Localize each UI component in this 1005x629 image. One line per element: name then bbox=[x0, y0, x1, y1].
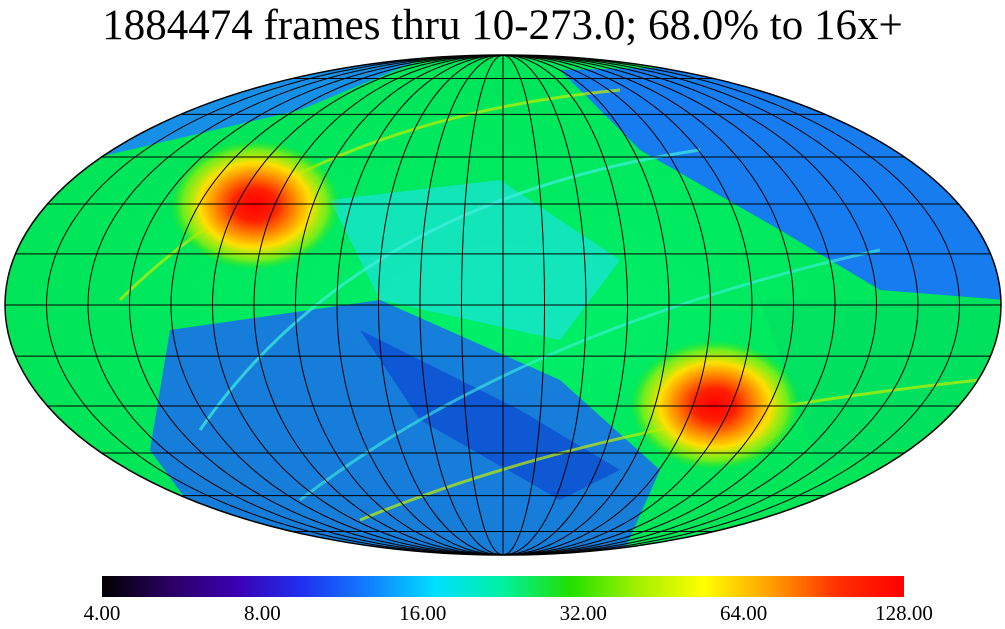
map-outline bbox=[4, 54, 1002, 556]
map-title: 1884474 frames thru 10-273.0; 68.0% to 1… bbox=[102, 2, 903, 49]
high-coverage-pole-north bbox=[170, 140, 340, 270]
colorbar-tick-label: 4.00 bbox=[83, 601, 121, 625]
scan-arc-2 bbox=[198, 148, 701, 431]
map-ellipse bbox=[4, 54, 1002, 556]
lowest-coverage-band bbox=[360, 330, 620, 500]
scan-arc-4 bbox=[299, 248, 881, 502]
colorbar-tick-label: 16.00 bbox=[399, 601, 447, 625]
colorbar-tick-label: 128.00 bbox=[875, 601, 933, 625]
colorbar-tick-label: 32.00 bbox=[559, 601, 607, 625]
scan-arc-3 bbox=[359, 378, 981, 522]
graticule-lines bbox=[5, 55, 1001, 555]
colorbar-tick-label: 64.00 bbox=[719, 601, 768, 625]
colorbar bbox=[102, 576, 904, 597]
colorbar-tick-label: 8.00 bbox=[244, 601, 281, 625]
high-coverage-pole-south bbox=[630, 340, 800, 470]
mid-coverage-region-center bbox=[330, 180, 620, 340]
